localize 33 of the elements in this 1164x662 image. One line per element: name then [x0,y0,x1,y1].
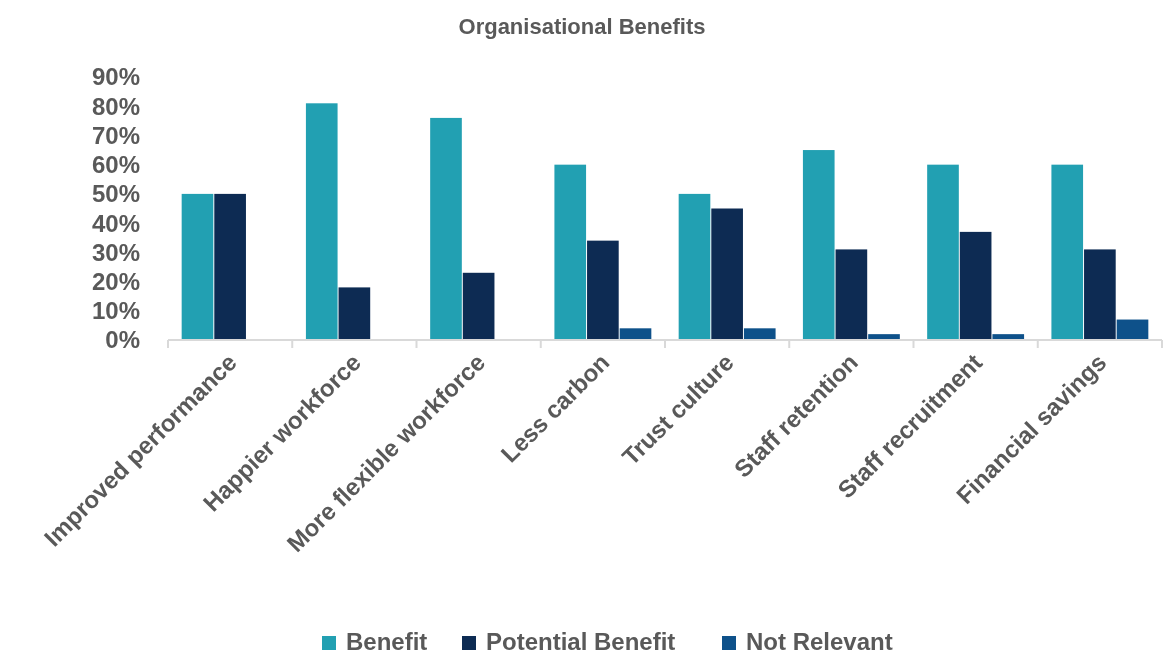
y-tick-label: 50% [91,180,140,208]
y-tick-label: 30% [91,238,140,266]
bar [462,272,495,340]
y-tick-label: 20% [91,267,140,295]
legend-label: Potential Benefit [486,628,676,655]
bar [927,164,959,340]
bar [959,231,992,340]
y-tick-label: 0% [105,326,140,354]
bar [1116,319,1149,340]
bar [1051,164,1084,340]
chart-title: Organisational Benefits [458,14,706,39]
bar [554,164,587,340]
bar [711,208,743,340]
y-tick-label: 90% [91,63,140,91]
y-tick-label: 60% [91,151,140,179]
bar [338,287,371,340]
legend-label: Benefit [346,628,428,655]
bar [619,328,652,340]
bar [181,193,214,340]
bar [835,249,868,340]
bar [587,240,619,340]
y-tick-label: 10% [91,297,140,325]
legend-label: Not Relevant [746,628,893,655]
y-tick-label: 80% [91,92,140,120]
y-tick-label: 70% [91,121,140,149]
bar [305,103,338,340]
bar [1084,249,1116,340]
bar [678,193,711,340]
bar [802,150,835,340]
bar [214,193,246,340]
bar [430,117,462,340]
y-tick-label: 40% [91,209,140,237]
bar [743,328,776,340]
